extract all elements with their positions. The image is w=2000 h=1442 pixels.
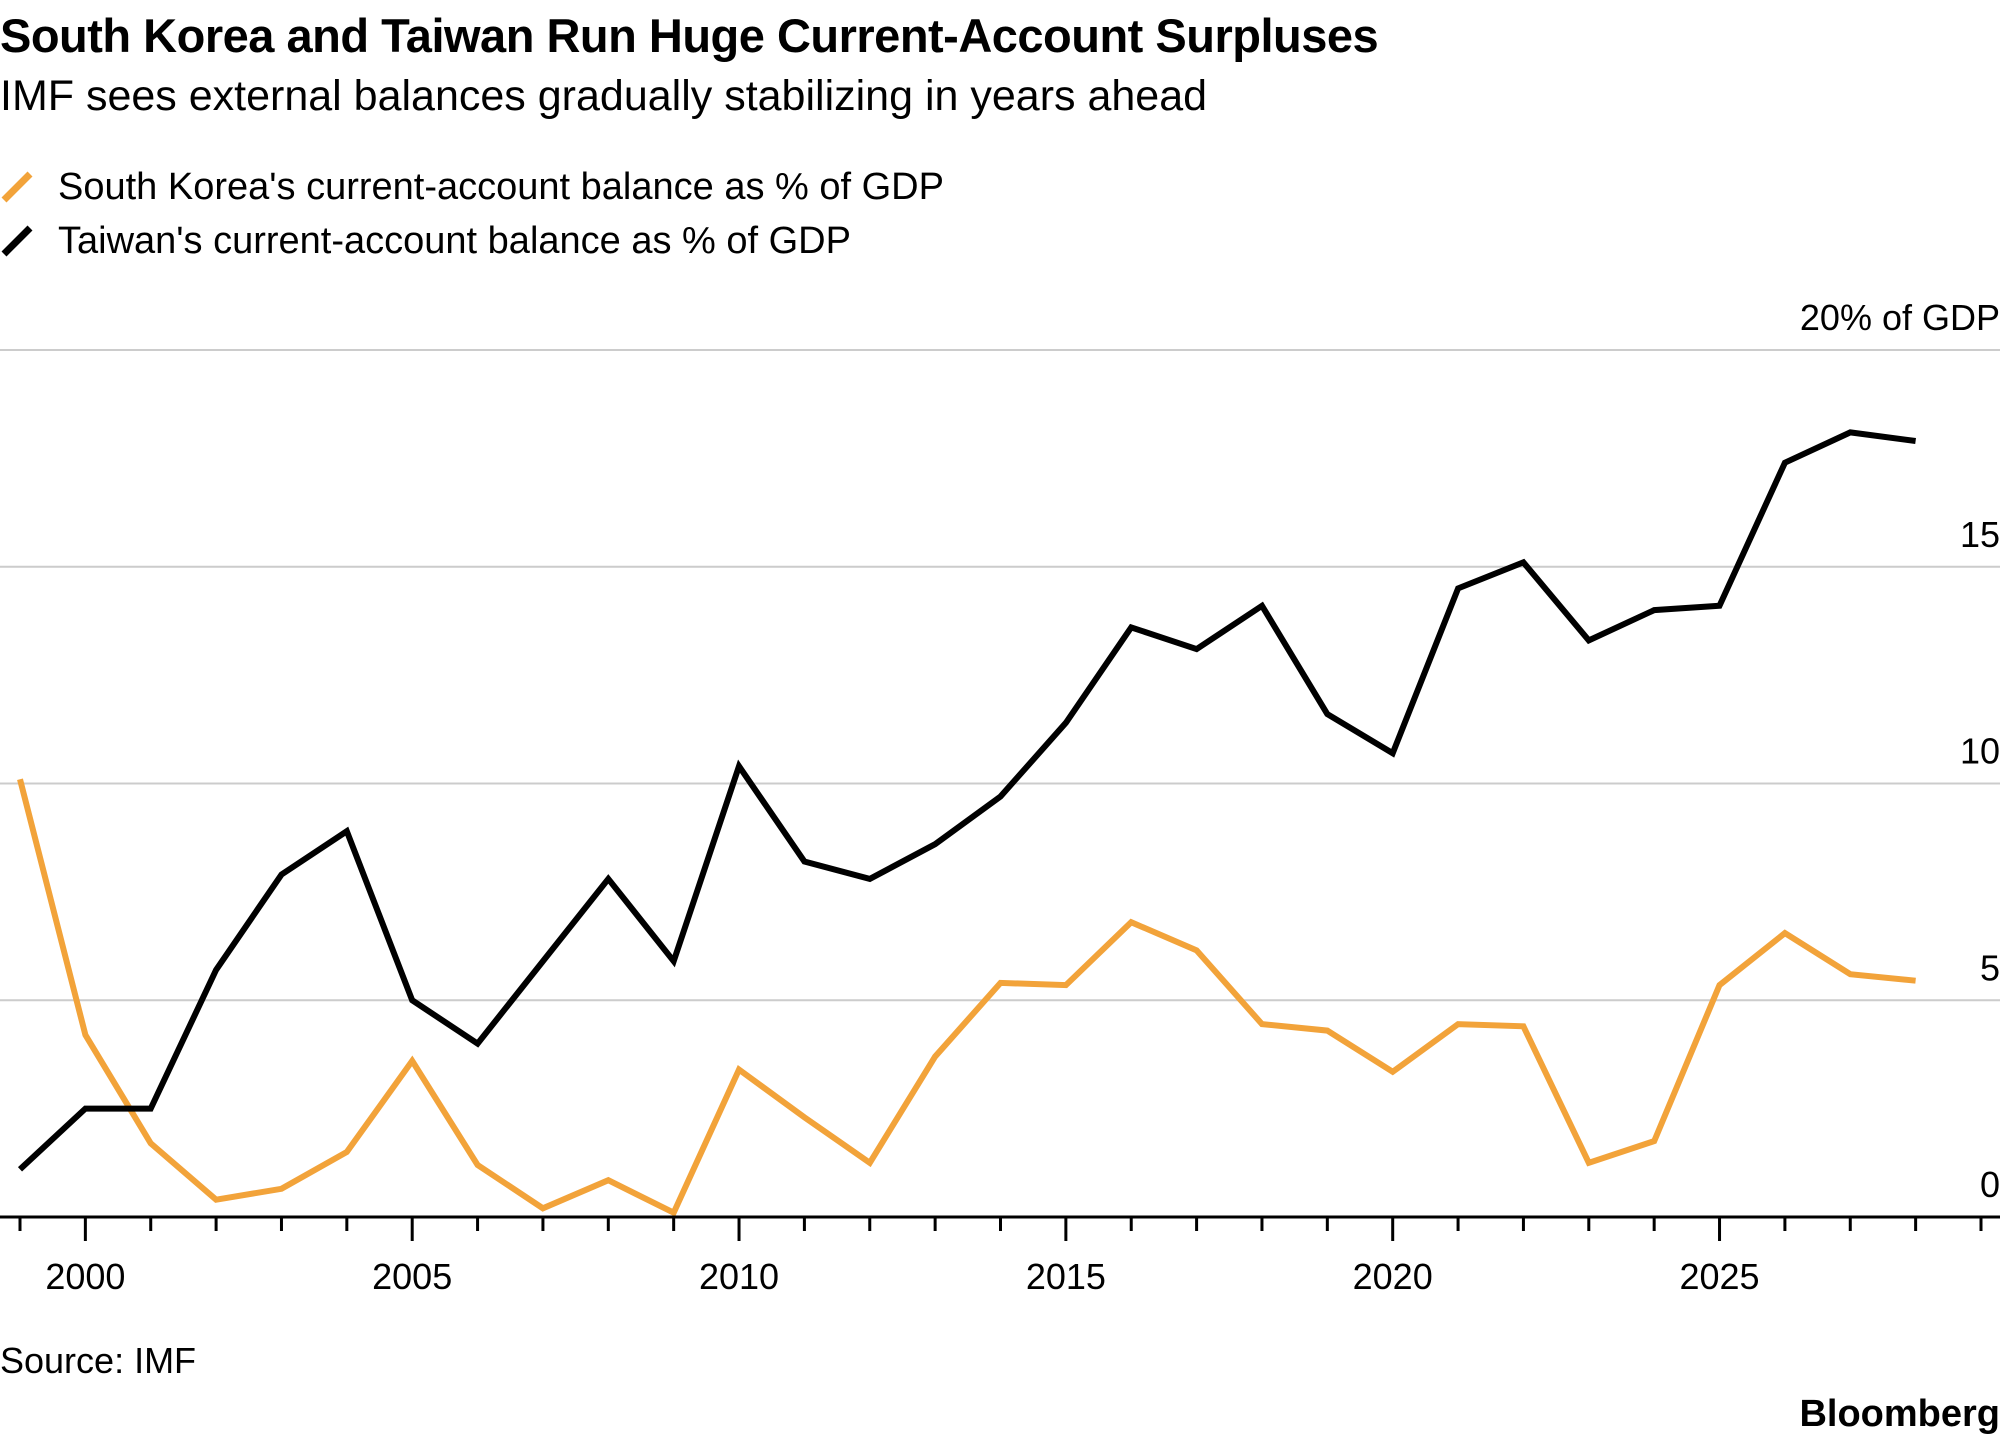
y-tick-label-15: 15 xyxy=(1960,514,2000,555)
series-line-south-korea xyxy=(17,778,1916,1217)
legend-label-south-korea: South Korea's current-account balance as… xyxy=(58,165,944,208)
legend-swatch-south-korea xyxy=(1,171,33,203)
x-tick-label-2005: 2005 xyxy=(372,1256,452,1297)
chart-title: South Korea and Taiwan Run Huge Current-… xyxy=(0,9,1379,62)
legend-item-south-korea: South Korea's current-account balance as… xyxy=(0,160,944,214)
legend: South Korea's current-account balance as… xyxy=(0,160,944,268)
legend-label-taiwan: Taiwan's current-account balance as % of… xyxy=(58,219,851,262)
x-tick-label-2025: 2025 xyxy=(1679,1256,1759,1297)
x-tick-label-2020: 2020 xyxy=(1353,1256,1433,1297)
x-tick-label-2010: 2010 xyxy=(699,1256,779,1297)
y-tick-label-5: 5 xyxy=(1980,947,2000,988)
y-tick-label-0: 0 xyxy=(1980,1164,2000,1205)
series-line-taiwan xyxy=(17,429,1916,1172)
bloomberg-logo: Bloomberg xyxy=(1799,1393,2000,1435)
y-axis-labels: 0 5 10 15 20% of GDP xyxy=(1800,297,2000,1205)
legend-swatch-taiwan xyxy=(1,225,33,257)
legend-item-taiwan: Taiwan's current-account balance as % of… xyxy=(0,214,944,268)
x-axis: 2000 2005 2010 2015 2020 2025 xyxy=(0,1215,2000,1297)
source-note: Source: IMF xyxy=(0,1340,197,1381)
x-tick-label-2015: 2015 xyxy=(1026,1256,1106,1297)
y-tick-label-20: 20% of GDP xyxy=(1800,297,2000,338)
gridlines xyxy=(0,349,2000,1002)
series-lines xyxy=(17,429,1916,1217)
x-tick-label-2000: 2000 xyxy=(45,1256,125,1297)
y-tick-label-10: 10 xyxy=(1960,731,2000,772)
chart-subtitle: IMF sees external balances gradually sta… xyxy=(0,72,1208,120)
